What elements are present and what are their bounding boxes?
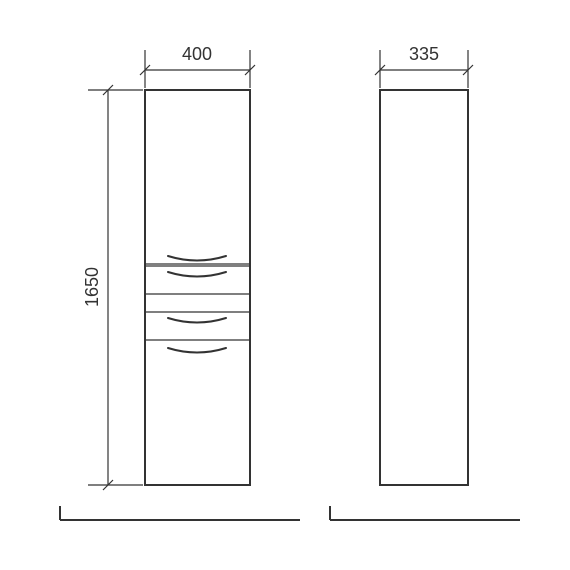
front-width-label: 400 (182, 44, 212, 64)
front-view: 400 1650 (60, 44, 300, 520)
front-floor (60, 506, 300, 520)
front-drawer1-handle (168, 272, 226, 277)
front-height-label: 1650 (82, 267, 102, 307)
front-upper-handle (168, 256, 226, 261)
side-cabinet-outline (380, 90, 468, 485)
front-lower-handle (168, 348, 226, 353)
technical-drawing: 400 1650 (0, 0, 570, 570)
front-dim-height: 1650 (82, 85, 143, 490)
front-cabinet-outline (145, 90, 250, 485)
front-dim-width: 400 (140, 44, 255, 88)
side-depth-label: 335 (409, 44, 439, 64)
side-dim-depth: 335 (375, 44, 473, 88)
front-drawer2-handle (168, 318, 226, 323)
side-floor (330, 506, 520, 520)
side-view: 335 (330, 44, 520, 520)
